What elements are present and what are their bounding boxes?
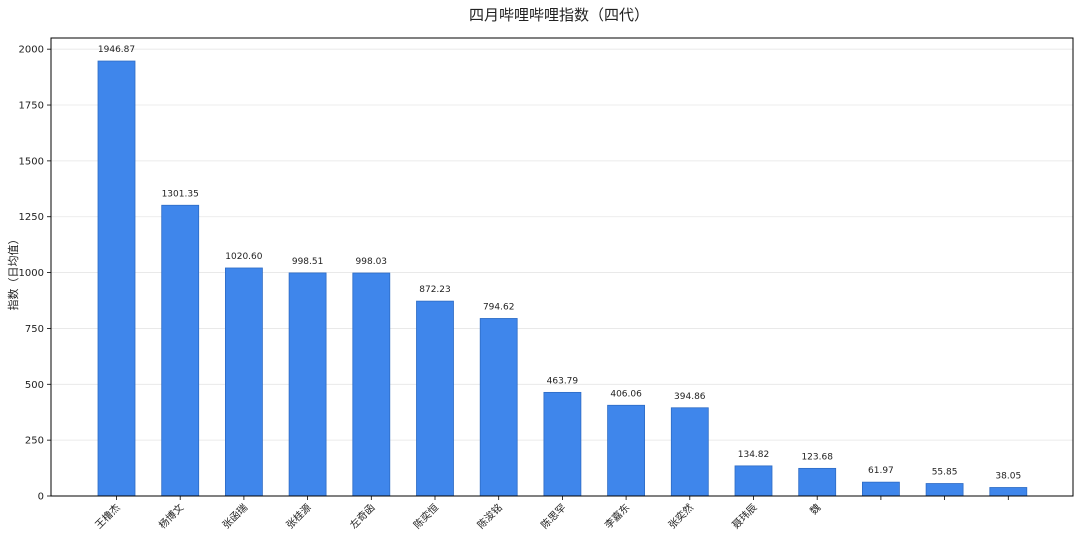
data-label: 794.62 — [483, 302, 515, 312]
plot-frame — [50, 37, 1074, 497]
bar — [862, 481, 900, 497]
bar — [416, 300, 454, 497]
bar — [288, 272, 327, 497]
y-tick-label: 2000 — [19, 45, 44, 56]
data-label: 463.79 — [547, 376, 579, 386]
x-tick-label: 陈奕恒 — [411, 501, 441, 531]
x-tick-label: 张桂源 — [283, 501, 313, 531]
y-tick-label: 1250 — [19, 212, 44, 223]
y-tick-label: 250 — [25, 436, 44, 447]
y-tick-label: 1000 — [19, 268, 44, 279]
bar — [224, 267, 263, 497]
y-tick-label: 750 — [25, 324, 44, 335]
data-label: 123.68 — [801, 452, 833, 462]
x-axis-ticks: 王橹杰 杨博文 张函瑞 张桂源 左奇函 陈奕恒 陈浚铭 陈思罕 李嘉东 张奕然 聂玮辰 魏 — [92, 496, 1009, 532]
bar — [607, 404, 645, 497]
x-tick-label: 王橹杰 — [92, 501, 122, 531]
bar — [734, 465, 773, 497]
data-label: 1946.87 — [98, 45, 135, 55]
bar — [479, 318, 518, 497]
x-tick-label: 李嘉东 — [602, 501, 632, 531]
data-label: 406.06 — [610, 389, 642, 399]
bar — [161, 204, 200, 497]
y-axis-label: 指数（日均值） — [6, 234, 20, 311]
y-tick-label: 0 — [38, 492, 44, 503]
data-label: 1020.60 — [225, 252, 262, 262]
y-axis-ticks: 0 250 500 750 1000 1250 1500 1750 2000 — [19, 45, 51, 503]
data-label: 394.86 — [674, 392, 706, 402]
bar — [352, 272, 391, 497]
bar — [989, 487, 1028, 497]
data-label: 38.05 — [995, 471, 1021, 481]
x-tick-label: 左奇函 — [347, 501, 377, 531]
data-label: 134.82 — [738, 450, 770, 460]
bar — [925, 483, 964, 497]
x-tick-label: 魏 — [807, 501, 823, 517]
bar — [670, 407, 709, 497]
y-tick-label: 1500 — [19, 156, 44, 167]
x-tick-label: 张奕然 — [666, 501, 696, 531]
bar — [97, 60, 136, 497]
data-label: 61.97 — [868, 466, 894, 476]
x-tick-label: 聂玮辰 — [729, 501, 759, 531]
data-label: 998.51 — [292, 257, 324, 267]
bar — [798, 467, 837, 497]
bar — [543, 391, 582, 497]
chart-title: 四月哔哩哔哩指数（四代） — [469, 6, 649, 24]
data-label: 998.03 — [356, 257, 388, 267]
x-tick-label: 张函瑞 — [220, 502, 250, 532]
data-label: 1301.35 — [162, 189, 199, 199]
bars — [97, 60, 1028, 497]
x-tick-label: 陈浚铭 — [474, 501, 504, 531]
y-tick-label: 1750 — [19, 101, 44, 112]
data-label: 872.23 — [419, 285, 451, 295]
x-tick-label: 杨博文 — [156, 501, 186, 531]
y-tick-label: 500 — [25, 380, 44, 391]
x-tick-label: 陈思罕 — [538, 501, 568, 531]
data-label: 55.85 — [932, 468, 958, 478]
data-labels: 1946.87 1301.35 1020.60 998.51 998.03 872.23 7… — [98, 45, 1021, 481]
